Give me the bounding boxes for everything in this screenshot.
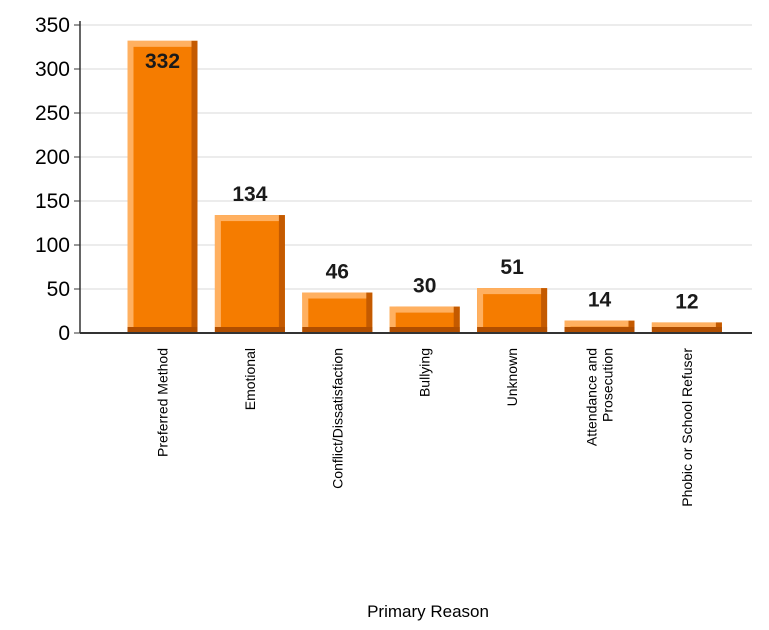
category-labels: Preferred Method Emotional Conflict/Dissat… (155, 348, 695, 507)
bar-right-bevel (541, 288, 548, 333)
y-tick-label: 150 (35, 190, 70, 213)
bar-right-bevel (453, 306, 460, 333)
bar-top-bevel (214, 215, 285, 222)
bar-bottom-bevel (127, 327, 198, 333)
y-tick-label: 200 (35, 146, 70, 169)
category-label: Bullying (417, 348, 433, 397)
bar (127, 40, 198, 334)
category-label: Emotional (242, 348, 258, 410)
bar-face (477, 288, 548, 333)
category-label: Phobic or School Refuser (679, 348, 695, 507)
bar (302, 292, 373, 333)
bar-left-bevel (477, 288, 484, 333)
bar-face (214, 215, 285, 333)
bar-top-bevel (564, 320, 635, 327)
y-tick-label: 300 (35, 58, 70, 81)
y-tick-label: 50 (47, 278, 70, 301)
bar-left-bevel (214, 215, 221, 333)
category-label: Attendance and (584, 348, 600, 446)
bar-left-bevel (302, 292, 309, 333)
data-label: 12 (675, 290, 698, 313)
category-label: Conflict/Dissatisfaction (329, 348, 345, 489)
bar-face (302, 292, 373, 333)
bar-bottom-bevel (389, 327, 460, 333)
y-tick-label: 250 (35, 102, 70, 125)
data-label: 51 (500, 256, 524, 279)
data-label: 46 (326, 261, 349, 284)
bar-bottom-bevel (302, 327, 373, 333)
bar-top-bevel (477, 288, 548, 295)
bar-bottom-bevel (651, 327, 722, 333)
bar (651, 322, 722, 333)
bar-left-bevel (564, 320, 571, 333)
category-label: Prosecution (600, 348, 616, 422)
bar-right-bevel (628, 320, 635, 333)
y-axis-ticks: 0 50 100 150 200 250 300 350 (35, 14, 80, 345)
bar-top-bevel (127, 40, 198, 47)
bar-top-bevel (389, 306, 460, 313)
bar-top-bevel (302, 292, 373, 299)
bar-left-bevel (127, 40, 134, 334)
bar-right-bevel (366, 292, 373, 333)
data-labels: 332 134 46 30 51 14 12 (145, 50, 699, 314)
bar-face (127, 40, 198, 334)
category-label: Unknown (504, 348, 520, 406)
bar-top-bevel (651, 322, 722, 329)
data-label: 30 (413, 275, 436, 298)
bar-left-bevel (389, 306, 396, 333)
category-label: Preferred Method (155, 348, 171, 457)
bar (389, 306, 460, 333)
bar (564, 320, 635, 333)
bar-right-bevel (278, 215, 285, 333)
bar-bottom-bevel (214, 327, 285, 333)
data-label: 332 (145, 50, 180, 73)
bar (477, 288, 548, 333)
y-tick-label: 100 (35, 234, 70, 257)
bar-right-bevel (191, 40, 198, 334)
bars (127, 40, 722, 334)
y-tick-label: 0 (58, 322, 70, 345)
data-label: 14 (588, 289, 612, 312)
data-label: 134 (232, 183, 267, 206)
y-tick-label: 350 (35, 14, 70, 37)
bar-bottom-bevel (477, 327, 548, 333)
x-axis-title: Primary Reason (367, 602, 489, 621)
bar (214, 215, 285, 333)
bar-bottom-bevel (564, 327, 635, 333)
